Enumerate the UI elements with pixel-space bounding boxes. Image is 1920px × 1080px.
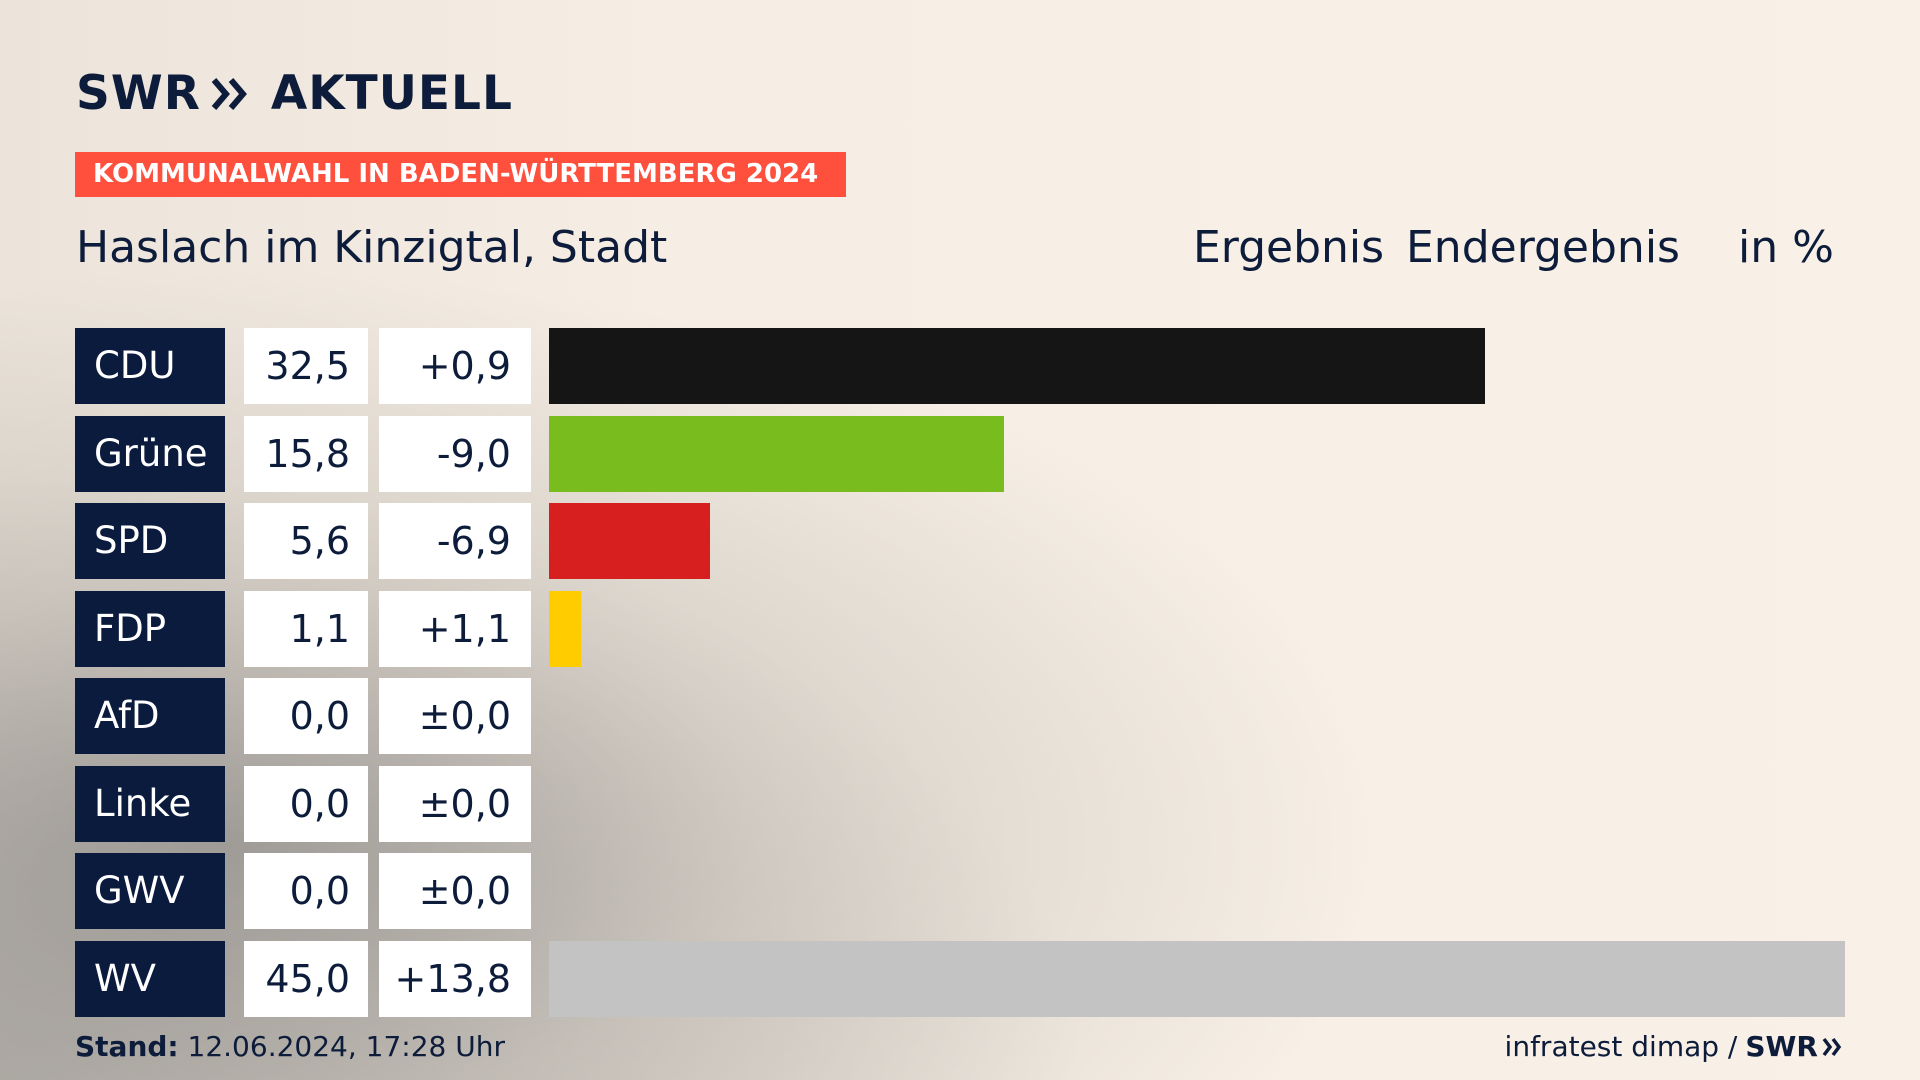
stand-value: 12.06.2024, 17:28 Uhr [187,1030,505,1063]
place-title: Haslach im Kinzigtal, Stadt [76,222,668,273]
result-row-gwv: GWV 0,0 ±0,0 [75,853,1875,929]
result-row-cdu: CDU 32,5 +0,9 [75,328,1875,404]
result-row-wv: WV 45,0 +13,8 [75,941,1875,1017]
party-label: Linke [75,766,225,842]
double-chevron-icon [211,77,251,111]
change-value: ±0,0 [379,678,531,754]
bar-spd [549,503,710,579]
party-label: SPD [75,503,225,579]
change-value: -6,9 [379,503,531,579]
swr-aktuell-logo: SWR AKTUELL [76,66,513,121]
timestamp: Stand: 12.06.2024, 17:28 Uhr [75,1030,505,1063]
result-label: Ergebnis [1193,222,1385,273]
party-label: GWV [75,853,225,929]
result-row-afd: AfD 0,0 ±0,0 [75,678,1875,754]
stand-label: Stand: [75,1030,179,1063]
result-value: 0,0 [244,766,368,842]
bar-fdp [549,591,581,667]
party-label: CDU [75,328,225,404]
logo-swr-text: SWR [76,66,201,121]
swr-small-logo: SWR [1745,1030,1844,1063]
result-value: 32,5 [244,328,368,404]
election-banner: KOMMUNALWAHL IN BADEN-WÜRTTEMBERG 2024 [75,152,846,197]
result-value: 1,1 [244,591,368,667]
bar-wv [549,941,1845,1017]
logo-aktuell-text: AKTUELL [270,66,513,121]
change-value: ±0,0 [379,766,531,842]
party-label: Grüne [75,416,225,492]
party-label: WV [75,941,225,1017]
source-text: infratest dimap / [1504,1030,1738,1063]
unit-label: in % [1738,222,1834,273]
result-row-spd: SPD 5,6 -6,9 [75,503,1875,579]
change-value: ±0,0 [379,853,531,929]
change-value: -9,0 [379,416,531,492]
result-row-grüne: Grüne 15,8 -9,0 [75,416,1875,492]
change-value: +1,1 [379,591,531,667]
small-double-chevron-icon [1822,1037,1842,1056]
bar-grüne [549,416,1004,492]
result-value: 0,0 [244,678,368,754]
party-label: AfD [75,678,225,754]
result-value: 5,6 [244,503,368,579]
status-label: Endergebnis [1406,222,1680,273]
result-row-linke: Linke 0,0 ±0,0 [75,766,1875,842]
swr-small-text: SWR [1745,1030,1818,1063]
change-value: +13,8 [379,941,531,1017]
result-value: 15,8 [244,416,368,492]
change-value: +0,9 [379,328,531,404]
party-label: FDP [75,591,225,667]
result-value: 45,0 [244,941,368,1017]
source-credit: infratest dimap / SWR [1505,1030,1844,1063]
bar-cdu [549,328,1485,404]
result-value: 0,0 [244,853,368,929]
result-row-fdp: FDP 1,1 +1,1 [75,591,1875,667]
